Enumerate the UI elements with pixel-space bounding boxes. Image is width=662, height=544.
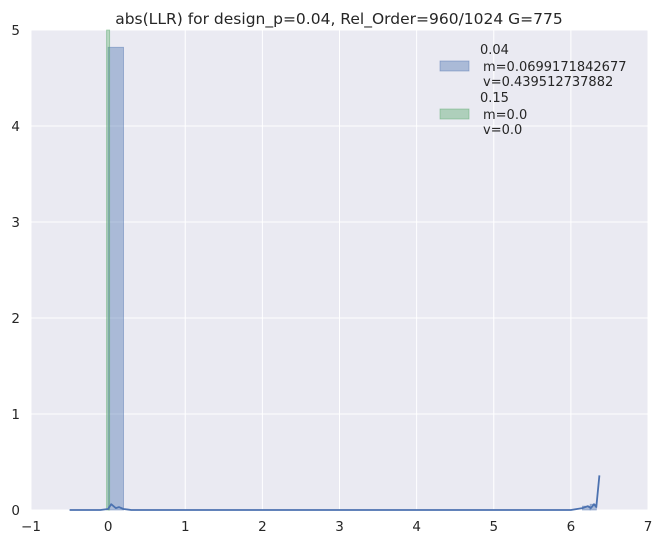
x-tick-label: 4 [412, 519, 421, 535]
x-tick-label: 5 [489, 519, 498, 535]
y-tick-label: 4 [11, 119, 20, 135]
y-tick-label: 5 [11, 23, 20, 39]
x-tick-label: 7 [644, 519, 653, 535]
legend-swatch [439, 108, 470, 120]
legend-stat: m=0.0 [483, 108, 527, 123]
legend: 0.04 m=0.0699171842677v=0.4395127378820.1… [439, 43, 626, 138]
hist-bar-series-0 [107, 46, 124, 511]
legend-stat: m=0.0699171842677 [483, 60, 626, 75]
y-tick-label: 3 [11, 215, 20, 231]
x-tick-label: 2 [258, 519, 267, 535]
legend-series-name: 0.15 [480, 91, 509, 106]
y-axis-ticks: 0 1 2 3 4 5 [11, 23, 20, 519]
kde-lines [69, 475, 601, 511]
x-tick-label: 1 [181, 519, 190, 535]
y-tick-label: 1 [11, 407, 20, 423]
x-axis-ticks: −1 0 1 2 3 4 5 6 7 [21, 519, 652, 535]
legend-stat: v=0.0 [483, 123, 522, 138]
x-tick-label: 3 [335, 519, 344, 535]
legend-swatch [439, 60, 470, 72]
x-tick-label: 0 [104, 519, 113, 535]
x-tick-label: −1 [21, 519, 41, 535]
x-tick-label: 6 [567, 519, 576, 535]
legend-series-name: 0.04 [480, 43, 509, 58]
legend-stat: v=0.439512737882 [483, 75, 613, 90]
y-tick-label: 0 [11, 503, 20, 519]
histogram-bars [106, 29, 597, 511]
kde-line-series-0 [69, 475, 601, 511]
chart-title: abs(LLR) for design_p=0.04, Rel_Order=96… [115, 10, 563, 29]
y-tick-label: 2 [11, 311, 20, 327]
hist-bar-series-1 [106, 29, 111, 511]
